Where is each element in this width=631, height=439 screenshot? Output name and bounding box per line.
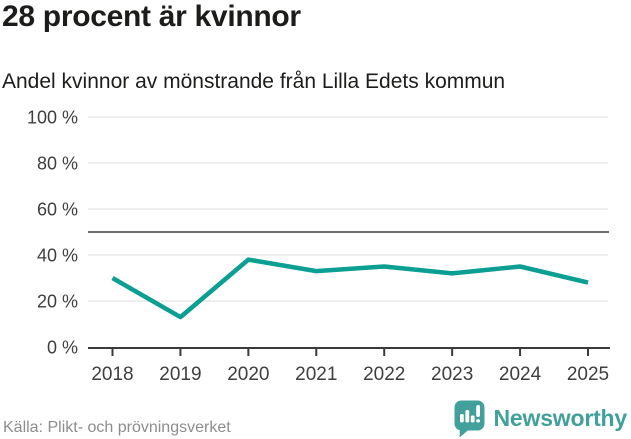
y-tick-label: 100 %	[27, 108, 78, 128]
y-tick-label: 60 %	[37, 200, 78, 220]
x-tick-label: 2022	[363, 364, 405, 385]
brand-name: Newsworthy	[493, 405, 628, 431]
x-tick-label: 2023	[431, 364, 473, 385]
x-tick-label: 2018	[91, 364, 133, 385]
x-tick-label: 2021	[295, 364, 337, 385]
page-title: 28 procent är kvinnor	[2, 0, 301, 33]
y-tick-label: 40 %	[37, 246, 78, 266]
y-tick-label: 80 %	[37, 154, 78, 174]
data-line	[111, 257, 589, 320]
x-tick-label: 2019	[159, 364, 201, 385]
newsworthy-chart-bubble-icon	[454, 400, 485, 438]
source-note: Källa: Plikt- och prövningsverket	[3, 419, 231, 436]
x-tick-label: 2025	[567, 364, 609, 385]
x-tick-label: 2020	[227, 364, 269, 385]
y-tick-label: 0 %	[47, 338, 78, 358]
brand-logo: Newsworthy	[453, 399, 627, 438]
chart-subtitle: Andel kvinnor av mönstrande från Lilla E…	[2, 70, 506, 93]
line-chart: 2018 2019 2020 2021 2022 2023 2024 2025 0 % 20 % 4…	[27, 108, 610, 385]
y-tick-label: 20 %	[37, 292, 78, 312]
x-tick-label: 2024	[499, 364, 542, 385]
